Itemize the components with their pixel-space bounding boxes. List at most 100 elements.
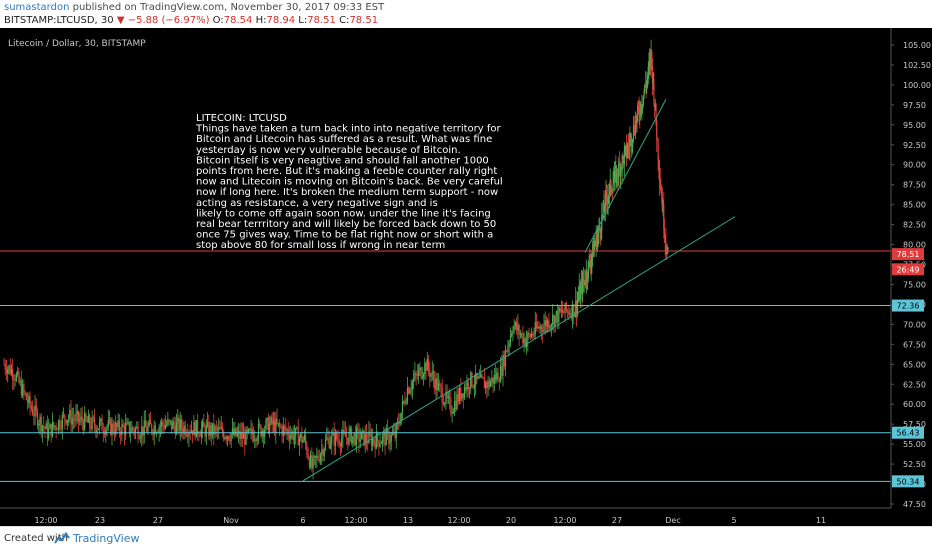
candle-body — [502, 355, 504, 376]
candle-body — [344, 431, 346, 437]
candle-body — [386, 429, 389, 432]
candle-body — [594, 245, 596, 248]
candle-body — [194, 422, 196, 438]
candle-body — [629, 139, 631, 147]
drawing-lines[interactable] — [0, 99, 891, 482]
candle-body — [455, 400, 457, 410]
x-tick-label: 13 — [403, 516, 413, 525]
candle-body — [223, 432, 225, 439]
y-tick-label: 57.50 — [903, 420, 926, 429]
candle-body — [72, 418, 75, 420]
annotation-line: yesterday is now very vulnerable because… — [196, 145, 461, 156]
candle-body — [148, 419, 150, 426]
candle-body — [174, 425, 176, 435]
candle-body — [557, 310, 559, 323]
candle-body — [590, 260, 592, 267]
candle-body — [380, 442, 382, 444]
candle-body — [178, 417, 180, 432]
candle-body — [55, 425, 57, 430]
candle-body — [478, 376, 481, 378]
candle-body — [141, 426, 143, 437]
close-value: 78.51 — [349, 15, 379, 26]
candle-body — [98, 421, 101, 429]
candle-body — [472, 386, 474, 388]
candle-body — [188, 432, 190, 437]
candle-body — [431, 371, 433, 375]
candle-body — [504, 350, 507, 367]
footer: Created with TradingView — [0, 526, 932, 550]
candle-body — [254, 439, 256, 441]
candle-body — [627, 145, 630, 147]
candle-body — [324, 439, 327, 450]
price-tag-label: 50.34 — [897, 477, 920, 486]
candle-body — [521, 333, 523, 335]
candle-body — [378, 440, 380, 447]
candle-body — [496, 372, 498, 380]
candle-body — [577, 297, 580, 301]
candle-body — [355, 428, 358, 445]
chart-area[interactable]: 105.00 102.50 100.00 97.50 95.00 92.50 90.00 87… — [0, 28, 932, 526]
candle-body — [233, 428, 235, 435]
author-link[interactable]: sumastardon — [4, 2, 70, 13]
time-axis[interactable]: 12:00 23 27 Nov 6 12:00 13 12:00 20 12:00 27 Dec 5 11 — [0, 507, 891, 525]
candle-body — [634, 132, 636, 134]
candle-body — [256, 438, 258, 442]
candle-body — [394, 431, 396, 439]
candle-body — [592, 244, 594, 256]
candle-body — [92, 417, 94, 419]
candle-body — [51, 422, 54, 437]
candle-body — [106, 426, 108, 430]
candle-body — [115, 423, 117, 434]
candle-body — [226, 436, 229, 440]
x-tick-label: 12:00 — [447, 516, 470, 525]
candle-body — [653, 79, 655, 103]
candle-body — [658, 169, 661, 182]
candle-body — [662, 204, 664, 211]
price-chart[interactable]: 105.00 102.50 100.00 97.50 95.00 92.50 90.00 87… — [0, 28, 932, 526]
candle-body — [381, 435, 384, 443]
candle-body — [663, 229, 666, 238]
candle-body — [569, 313, 571, 315]
candle-body — [458, 387, 461, 402]
candle-body — [608, 184, 611, 195]
candle-body — [601, 214, 603, 232]
price-tag-label: 78.51 — [897, 250, 920, 259]
candle-body — [605, 192, 607, 195]
candle-body — [588, 259, 590, 262]
candle-body — [290, 434, 292, 440]
candle-body — [561, 309, 564, 313]
candle-body — [564, 302, 566, 313]
candle-body — [615, 169, 618, 184]
open-label: O: — [212, 15, 224, 26]
candle-body — [400, 412, 402, 424]
tradingview-brand[interactable]: TradingView — [73, 532, 140, 545]
candle-body — [487, 380, 489, 389]
candle-body — [308, 458, 310, 468]
candle-body — [488, 380, 490, 387]
annotation-text[interactable]: LITECOIN: LTCUSD Things have taken a turn… — [195, 113, 503, 251]
candle-body — [102, 430, 104, 433]
candle-body — [94, 418, 96, 427]
candle-body — [377, 433, 379, 441]
y-tick-label: 90.00 — [903, 161, 926, 170]
candle-body — [584, 282, 587, 284]
down-arrow-icon: ▼ — [116, 15, 125, 26]
candle-body — [64, 414, 66, 420]
candle-body — [659, 181, 661, 185]
candle-body — [163, 425, 165, 429]
candle-body — [314, 456, 317, 459]
candle-body — [360, 431, 363, 439]
candle-body — [558, 307, 560, 323]
price-tags: 78.51 26:49 72.36 56.43 50.34 — [892, 248, 924, 488]
candle-body — [582, 277, 584, 295]
candle-body — [583, 280, 585, 283]
candle-body — [570, 313, 572, 319]
candle-body — [591, 255, 593, 261]
candle-body — [649, 59, 651, 64]
candle-body — [44, 427, 46, 429]
candle-body — [331, 435, 333, 444]
candle-body — [619, 165, 621, 176]
y-tick-label: 82.50 — [903, 221, 926, 230]
candle-body — [465, 387, 467, 391]
candle-body — [271, 416, 273, 425]
